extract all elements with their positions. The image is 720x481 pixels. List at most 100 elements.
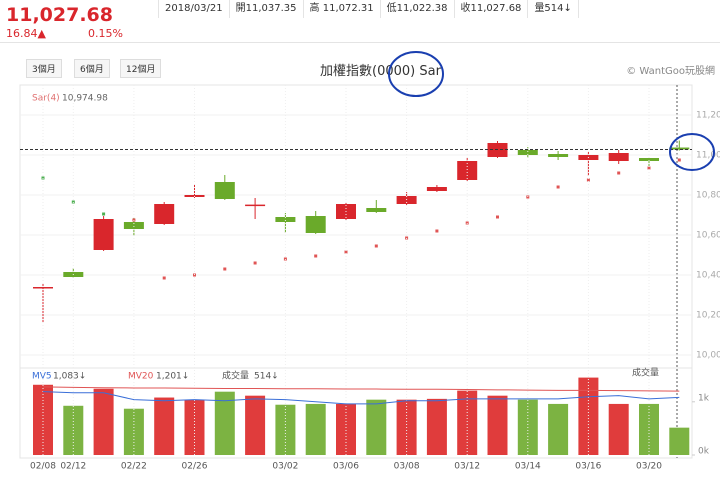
sar-point: [405, 236, 409, 240]
plot-frame: [19, 84, 693, 459]
y-tick-label: 10,000: [696, 351, 720, 361]
chart-title: 加權指數(0000) Sar: [320, 64, 441, 79]
x-tick-label: 03/12: [454, 462, 480, 472]
legend-value: 1,201↓: [156, 372, 189, 382]
sar-point: [132, 218, 136, 222]
volume-bar: [275, 404, 296, 455]
volume-bar: [548, 403, 569, 455]
stat: 量514↓: [528, 0, 579, 18]
sar-point: [435, 229, 439, 233]
volume-bar: [154, 397, 175, 455]
x-tick-label: 03/02: [272, 462, 298, 472]
sar-point: [314, 254, 318, 258]
candle-body: [578, 155, 599, 160]
sar-point: [526, 195, 530, 199]
y-tick-label: 10,400: [696, 271, 720, 281]
legend-value: 514↓: [254, 372, 279, 382]
x-tick-label: 02/22: [121, 462, 147, 472]
volume-bar: [578, 377, 599, 455]
x-tick-label: 03/20: [636, 462, 662, 472]
sar-point: [71, 200, 75, 204]
candle-body: [123, 222, 144, 229]
volume-bar: [366, 399, 387, 455]
candle-body: [275, 217, 296, 222]
sar-point: [677, 158, 681, 162]
volume-bar: [487, 395, 508, 455]
price: 11,027.68: [6, 4, 113, 26]
plot: 10,000 10,200 10,400 10,600 10,800 11,000 11,2…: [20, 85, 720, 472]
y-tick-label: 10,800: [696, 191, 720, 201]
volume-bar: [184, 399, 205, 455]
candle-body: [669, 147, 690, 150]
range-button[interactable]: 3個月: [26, 59, 62, 78]
quote-header: 11,027.68 16.84▲ 0.15% 2018/03/21 開11,03…: [0, 0, 720, 43]
legend-name: MV20: [128, 372, 154, 382]
volume-bar: [669, 427, 690, 455]
volume-bar: [396, 399, 417, 455]
sar-point: [617, 171, 621, 175]
candle-body: [184, 195, 205, 197]
volume-bar: [214, 391, 235, 455]
candle-body: [639, 158, 659, 161]
candle-body: [33, 287, 53, 289]
sar-value: 10,974.98: [62, 94, 108, 104]
volume-bar: [336, 403, 356, 455]
sar-point: [102, 212, 106, 216]
candle-body: [608, 153, 629, 161]
x-tick-label: 02/08: [30, 462, 56, 472]
toolbar: 3個月 6個月 12個月 加權指數(0000) Sar © WantGoo玩股網: [0, 58, 720, 80]
x-tick-label: 02/26: [182, 462, 208, 472]
sar-point: [253, 261, 257, 265]
sar-point: [496, 215, 499, 219]
volume-bar: [426, 398, 447, 455]
stats: 2018/03/21 開11,037.35 高 11,072.31 低11,02…: [158, 0, 579, 18]
sar-point: [374, 244, 378, 248]
candle-body: [396, 196, 417, 204]
sar-point: [41, 176, 45, 180]
volume-bar: [63, 405, 84, 455]
candle-body: [93, 219, 114, 250]
volume-bar: [245, 395, 266, 455]
candle-body: [214, 182, 235, 199]
candle-body: [426, 187, 447, 191]
sar-point: [283, 257, 287, 261]
range-button[interactable]: 12個月: [120, 59, 162, 78]
sar-point: [556, 185, 560, 189]
x-tick-label: 02/12: [60, 462, 86, 472]
x-tick-label: 03/16: [575, 462, 601, 472]
volume-bar: [93, 388, 114, 455]
volume-bar: [305, 403, 326, 455]
sar-point: [162, 276, 166, 280]
ma-line: [42, 391, 680, 405]
change: 16.84▲: [6, 27, 46, 40]
sar-name: Sar(4): [32, 94, 60, 104]
candle-body: [517, 150, 538, 155]
stat: 收11,027.68: [455, 0, 529, 18]
sar-point: [465, 221, 469, 225]
ma-line: [42, 386, 680, 392]
y-tick-label: 10,600: [696, 231, 720, 241]
candle-body: [336, 204, 356, 219]
candle-body: [245, 204, 266, 207]
candle-body: [63, 272, 84, 277]
sar-point: [223, 267, 227, 271]
volume-bar: [457, 390, 478, 455]
y-tick-label: 11,000: [696, 151, 720, 161]
volume-bar: [639, 403, 659, 455]
legend-name: 成交量: [222, 370, 249, 382]
candle-body: [457, 161, 478, 180]
candle-body: [305, 216, 326, 233]
sar-point: [344, 250, 348, 254]
volume-bar: [517, 399, 538, 455]
candle-body: [487, 143, 508, 157]
y-tick-label: 10,200: [696, 311, 720, 321]
credit: © WantGoo玩股網: [626, 66, 715, 77]
legend-name: MV5: [32, 372, 52, 382]
stat: 高 11,072.31: [304, 0, 381, 18]
volume-bar: [123, 408, 144, 455]
sar-point: [193, 273, 196, 277]
x-tick-label: 03/06: [333, 462, 359, 472]
x-tick-label: 03/14: [515, 462, 541, 472]
range-button[interactable]: 6個月: [74, 59, 110, 78]
